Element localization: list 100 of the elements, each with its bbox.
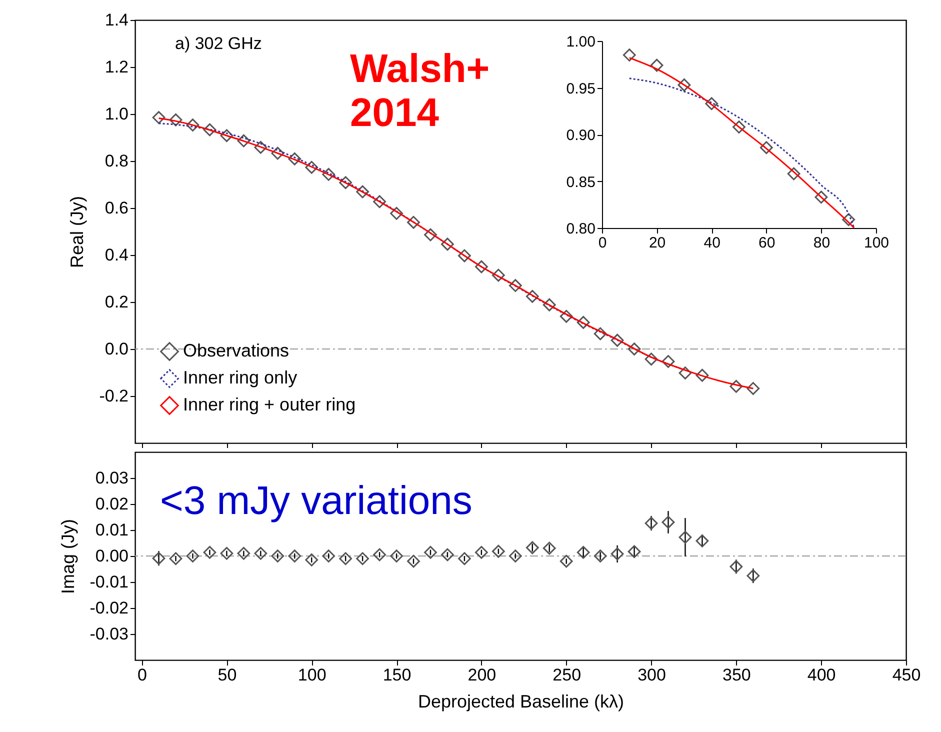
legend-label: Inner ring only (183, 368, 298, 388)
point (492, 544, 505, 558)
point (628, 342, 641, 356)
point (508, 279, 522, 292)
point (542, 542, 556, 555)
x-tick-label: 0 (598, 234, 607, 252)
y-axis-title: Imag (Jy) (58, 518, 78, 594)
point (305, 160, 318, 174)
point (787, 167, 800, 180)
x-tick-label: 200 (468, 666, 496, 684)
point (594, 550, 607, 562)
point (220, 546, 234, 560)
x-tick-label: 60 (758, 234, 776, 252)
point (169, 113, 182, 126)
x-tick-label: 350 (722, 666, 751, 684)
y-tick-label: 1.4 (104, 10, 128, 30)
point (678, 78, 691, 92)
point (662, 516, 675, 529)
y-tick-label: 0.03 (95, 468, 128, 488)
x-tick-label: 400 (807, 666, 836, 684)
point (152, 111, 166, 124)
y-tick-label: 0.02 (95, 494, 128, 514)
x-tick-label: 100 (864, 234, 890, 252)
y-tick-label: -0.03 (90, 624, 128, 644)
annotation: Walsh+ 2014 (350, 47, 490, 135)
point (373, 195, 386, 208)
point (560, 310, 573, 323)
point (254, 546, 268, 560)
point (407, 554, 420, 568)
point (474, 546, 488, 559)
point (186, 118, 200, 132)
y-tick-label: 1.0 (104, 104, 128, 124)
point (356, 552, 370, 566)
legend-label: Observations (183, 340, 290, 360)
legend-label: Inner ring + outer ring (183, 394, 356, 414)
y-tick-label: -0.2 (99, 386, 128, 406)
point (705, 97, 718, 110)
point (373, 548, 386, 562)
y-tick-label: -0.02 (90, 598, 128, 618)
y-tick-label: 1.00 (566, 34, 596, 50)
point (424, 228, 437, 242)
y-tick-label: -0.01 (90, 572, 128, 592)
y-tick-label: 0.01 (95, 520, 128, 540)
x-tick-label: 40 (704, 234, 720, 252)
point (322, 550, 336, 562)
x-tick-label: 20 (648, 234, 666, 252)
point (610, 547, 624, 560)
point (203, 123, 216, 136)
point (622, 48, 636, 62)
annotation: a) 302 GHz (175, 34, 262, 53)
point (678, 366, 692, 380)
point (594, 327, 607, 340)
point (650, 58, 664, 72)
point (271, 550, 284, 562)
point (696, 368, 709, 382)
point (220, 129, 234, 142)
y-tick-label: 0.4 (104, 246, 128, 264)
point (339, 176, 352, 190)
point (576, 546, 590, 559)
point (271, 146, 284, 160)
point (390, 206, 403, 220)
point (152, 552, 166, 565)
point (288, 152, 302, 166)
point (696, 534, 709, 548)
point (458, 552, 471, 566)
point (339, 552, 352, 566)
point (254, 140, 268, 154)
point (407, 216, 420, 229)
point (458, 249, 471, 262)
x-tick-label: 100 (298, 666, 326, 684)
point (203, 546, 216, 559)
point (576, 316, 590, 329)
point (730, 380, 743, 393)
y-tick-label: 0.00 (95, 546, 128, 566)
x-tick-label: 250 (552, 666, 582, 684)
point (662, 355, 675, 368)
point (186, 550, 200, 562)
y-tick-label: 0.95 (566, 80, 596, 98)
point (441, 548, 454, 562)
point (560, 554, 573, 568)
x-tick-label: 300 (638, 666, 666, 684)
point (305, 553, 318, 566)
y-axis-title: Real (Jy) (67, 196, 88, 268)
point (322, 168, 336, 181)
point (288, 550, 302, 562)
point (814, 190, 828, 204)
x-tick-label: 80 (813, 234, 830, 252)
point (842, 213, 856, 226)
y-tick-label: 0.85 (566, 174, 596, 191)
annotation: <3 mJy variations (160, 479, 472, 523)
point (237, 134, 250, 148)
y-tick-label: 0.6 (104, 198, 128, 218)
point (644, 352, 658, 366)
point (610, 334, 624, 347)
point (746, 382, 760, 395)
x-tick-label: 450 (892, 666, 921, 684)
point (492, 268, 505, 282)
point (169, 552, 182, 566)
x-axis-title: Deprojected Baseline (kλ) (418, 692, 624, 712)
y-tick-label: 0.90 (566, 127, 596, 144)
